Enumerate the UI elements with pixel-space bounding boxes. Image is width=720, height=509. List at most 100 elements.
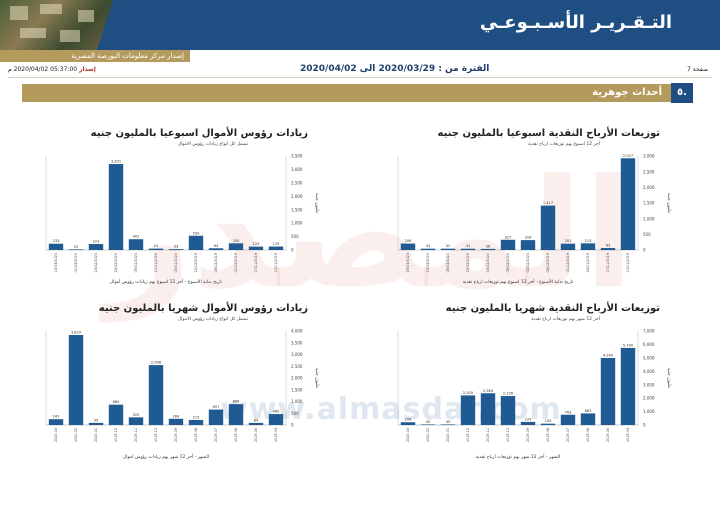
y-tick-label: 2,000 [291,194,303,199]
y-tick-label: 2,000 [643,396,655,401]
data-label: 41 [426,244,431,248]
bar [560,414,576,425]
bar [540,205,556,250]
data-label: 888 [233,400,241,404]
y-tick-label: 500 [291,234,299,239]
bar [168,249,184,250]
bar [248,246,264,250]
bar [108,164,124,250]
data-label: 89 [254,418,259,422]
bar [68,249,84,250]
data-label: 51 [154,244,159,248]
chart-panel-capital-weekly: زيادات رؤوس الأموال اسبوعيا بالمليون جني… [38,128,338,293]
section-title: أحداث جوهرية [592,87,662,98]
bar [228,404,244,425]
issue-value: 05:37:00 2020/04/02 م [8,66,78,73]
data-label: 33 [174,245,179,249]
bar [128,417,144,425]
data-label: 213 [585,239,592,243]
chart-panel-capital-monthly: زيادات رؤوس الأموال شهريا بالمليون جنيه … [38,303,338,468]
data-label: 865 [113,400,120,404]
data-label: 229 [525,417,533,421]
x-tick-label: 08/12/2019 [214,253,218,273]
chart-subtitle: أخر 12 شهر بهم توزيعات ارباح نقدية [531,317,600,322]
y-tick-label: 1,000 [291,399,303,404]
data-label: 129 [273,242,281,246]
data-label: 247 [53,415,60,419]
x-tick-label: 24/11/2019 [586,253,590,273]
data-label: 45 [446,420,451,424]
x-tick-label: 2019-12 [466,428,470,442]
bar-chart: 0 500 1,000 1,500 2,000 2,500 3,000 مليون جنيه 2… [397,154,671,285]
bar [248,422,264,425]
y-tick-label: 7,000 [643,329,655,334]
y-axis-title: مليون جنيه [314,368,319,389]
data-label: 215 [193,415,200,419]
y-tick-label: 3,000 [643,382,655,387]
chart-title: زيادات رؤوس الأموال شهريا بالمليون جنيه [98,303,308,314]
y-tick-label: 3,000 [291,167,303,172]
issue-stamp: إصدار 05:37:00 2020/04/02 م [8,66,96,73]
bar [580,413,596,425]
y-tick-label: 4,000 [291,329,303,334]
header-subtitle-band: إصدار مركز معلومات البورصة المصرية [0,50,190,62]
bar [188,235,204,250]
y-axis-title: مليون جنيه [666,193,671,214]
y-axis-title: مليون جنيه [314,193,319,214]
bar [440,424,456,425]
x-tick-label: 2019-06 [234,428,238,442]
data-label: 530 [193,231,201,235]
data-label: 316 [525,236,533,240]
chart-title: زيادات رؤوس الأموال اسبوعيا بالمليون جني… [90,128,308,139]
bar [208,409,224,425]
data-label: 233 [53,239,60,243]
data-label: 402 [133,235,140,239]
bar [268,414,284,425]
x-tick-label: 2020-03 [406,428,410,442]
x-axis-title: تاريخ بداية الأسبوع - أخر 12 اسبوع بهم ز… [110,278,223,285]
y-tick-label: 500 [643,232,651,237]
y-tick-label: 3,000 [643,154,655,159]
bar [400,422,416,425]
x-tick-label: 01/03/2020 [74,253,78,273]
data-label: 42 [446,244,451,248]
section-band: أحداث جوهرية ٥. [22,83,693,103]
bar [600,357,616,425]
bar-chart: 0 1,000 2,000 3,000 4,000 5,000 6,000 7,000 مليو… [397,329,671,460]
x-tick-label: 2019-12 [114,428,118,442]
data-label: 63 [606,244,611,248]
bar [520,421,536,425]
issue-label: إصدار [79,66,96,73]
data-label: 36 [486,244,491,248]
bar [48,243,64,250]
y-tick-label: 6,000 [643,342,655,347]
data-label: 90 [94,418,99,422]
x-tick-label: 2019-10 [154,428,158,442]
data-label: 3,201 [111,160,121,164]
y-tick-label: 2,500 [643,169,655,174]
y-tick-label: 1,000 [291,221,303,226]
data-label: 264 [173,414,181,418]
report-period: الفترة من : 2020/03/29 الى 2020/04/02 [300,64,490,74]
header-band [122,0,720,50]
chart-title: توزيعات الأرباح النقدية شهريا بالمليون ج… [445,303,660,314]
chart-subtitle: تشمل كل انواع زيادات رؤوس الاموال [177,142,248,147]
x-tick-label: 05/01/2020 [174,253,178,273]
x-tick-label: 09/02/2020 [134,253,138,273]
y-tick-label: 3,500 [291,154,303,159]
x-tick-label: 16/02/2020 [114,253,118,273]
bar-chart: 0 500 1,000 1,500 2,000 2,500 3,000 3,500 4,000 م… [45,329,319,460]
x-tick-label: 01/12/2019 [234,253,238,273]
x-tick-label: 2019-04 [274,428,278,442]
chart-title: توزيعات الأرباح النقدية اسبوعيا بالمليون… [437,128,660,139]
bar [188,419,204,425]
x-tick-label: 2019-04 [626,428,630,442]
data-label: 100 [545,419,553,423]
y-tick-label: 500 [291,411,299,416]
bar [68,335,84,425]
report-header: التـقـريـر الأسـبـوعـي إصدار مركز معلوما… [0,0,720,62]
x-tick-label: 2020-02 [74,428,78,442]
bar [268,246,284,250]
data-label: 4,990 [603,353,614,357]
y-tick-label: 0 [291,423,294,428]
